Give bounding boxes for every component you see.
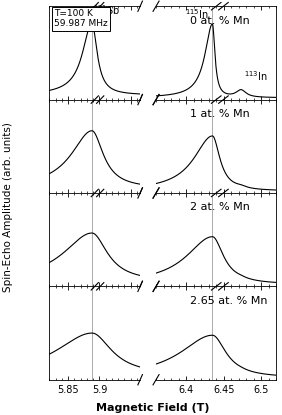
Text: 0 at. % Mn: 0 at. % Mn (190, 15, 250, 26)
Text: 2.65 at. % Mn: 2.65 at. % Mn (190, 295, 267, 306)
Text: $^{121}$Sb: $^{121}$Sb (93, 4, 120, 17)
Text: 1 at. % Mn: 1 at. % Mn (190, 109, 250, 119)
Text: T=100 K
59.987 MHz: T=100 K 59.987 MHz (54, 9, 108, 28)
Text: 2 at. % Mn: 2 at. % Mn (190, 202, 250, 212)
Text: Spin-Echo Amplitude (arb. units): Spin-Echo Amplitude (arb. units) (3, 122, 13, 293)
Text: Magnetic Field (T): Magnetic Field (T) (96, 403, 209, 413)
Text: $^{115}$In: $^{115}$In (185, 7, 209, 21)
Text: $^{113}$In: $^{113}$In (244, 70, 268, 83)
